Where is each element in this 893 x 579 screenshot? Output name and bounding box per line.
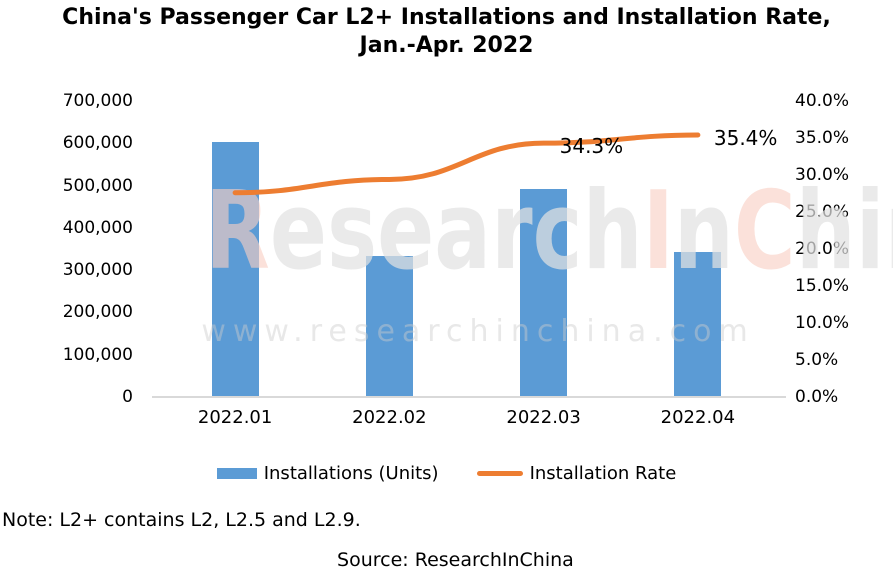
installation-rate-line <box>232 132 701 196</box>
left-axis-tick-label: 100,000 <box>62 344 133 365</box>
x-axis-label: 2022.01 <box>197 407 273 428</box>
right-axis-tick-label: 35.0% <box>795 128 850 148</box>
bar-2022.01 <box>211 142 259 397</box>
legend-label-installations: Installations (Units) <box>263 463 439 484</box>
line-swatch <box>476 471 523 476</box>
left-axis-tick-label: 400,000 <box>62 217 133 238</box>
chart-title-line2: Jan.-Apr. 2022 <box>359 33 534 58</box>
left-axis-tick-label: 0 <box>122 387 133 407</box>
left-axis-tick-label: 700,000 <box>62 91 133 111</box>
bar-2022.03 <box>520 189 568 397</box>
legend-item-installations: Installations (Units) <box>216 463 439 484</box>
installation-rate-path <box>232 132 701 196</box>
right-axis-tick-label: 20.0% <box>795 239 850 259</box>
right-axis-tick-label: 0.0% <box>795 387 839 407</box>
source-text: Source: ResearchInChina <box>337 549 574 571</box>
legend-label-rate: Installation Rate <box>529 463 677 484</box>
right-axis-tick-label: 30.0% <box>795 165 850 185</box>
right-axis-tick-label: 10.0% <box>795 313 850 333</box>
right-axis-tick-label: 40.0% <box>795 91 850 111</box>
note-text: Note: L2+ contains L2, L2.5 and L2.9. <box>2 509 361 531</box>
x-axis-label: 2022.04 <box>660 407 736 428</box>
bar-2022.02 <box>365 255 413 397</box>
left-axis-tick-label: 200,000 <box>62 302 133 323</box>
right-axis-tick-label: 15.0% <box>795 276 850 296</box>
legend: Installations (Units) Installation Rate <box>0 463 893 484</box>
x-axis-label: 2022.02 <box>352 407 427 428</box>
x-axis-line <box>152 396 786 398</box>
bar-2022.04 <box>674 251 722 397</box>
x-axis-label: 2022.03 <box>506 407 581 428</box>
rate-data-label: 35.4% <box>713 126 778 151</box>
legend-item-rate: Installation Rate <box>476 463 677 484</box>
left-axis-tick-label: 600,000 <box>62 133 133 154</box>
right-axis-tick-label: 5.0% <box>795 350 839 370</box>
right-axis-tick-label: 25.0% <box>795 202 850 222</box>
left-axis-tick-label: 500,000 <box>62 175 133 196</box>
rate-data-label: 34.3% <box>559 134 624 159</box>
bar-swatch <box>216 468 257 479</box>
left-axis-tick-label: 300,000 <box>62 260 133 281</box>
chart-title-line1: China's Passenger Car L2+ Installations … <box>62 5 831 30</box>
chart-title: China's Passenger Car L2+ Installations … <box>0 4 893 60</box>
